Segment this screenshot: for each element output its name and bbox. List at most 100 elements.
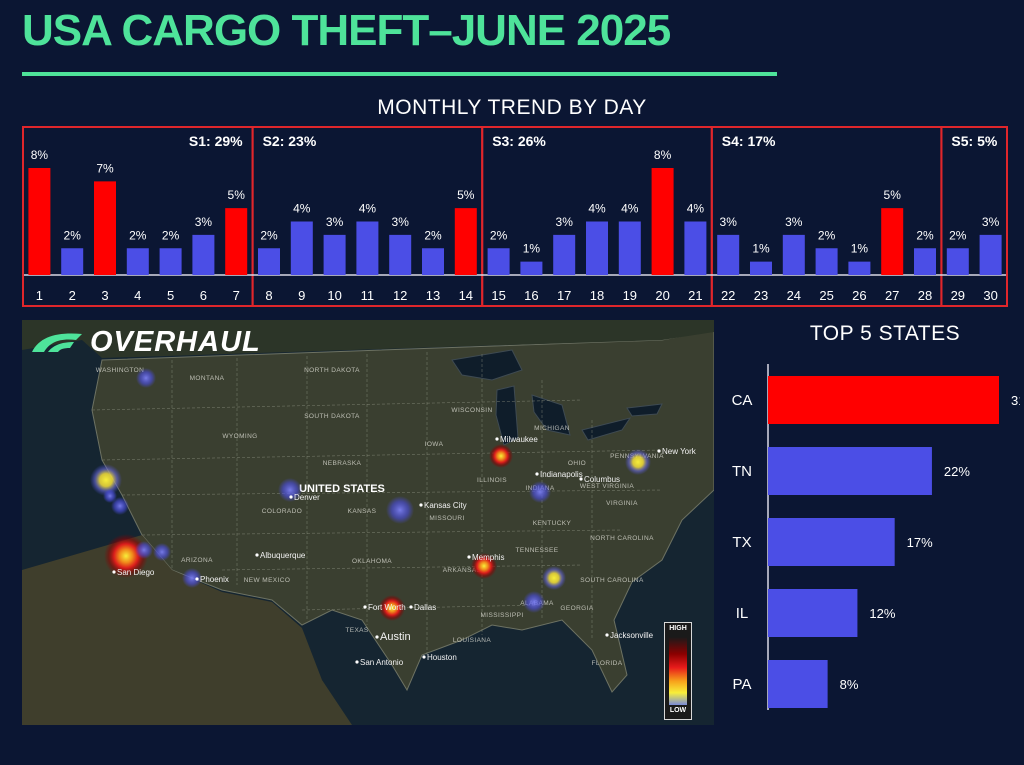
state-label-georgia: GEORGIA bbox=[560, 605, 593, 612]
trend-tick-label-day-21: 21 bbox=[688, 288, 702, 303]
trend-value-label-day-12: 3% bbox=[392, 215, 410, 229]
trend-value-label-day-27: 5% bbox=[884, 188, 902, 202]
city-dot-fort-worth bbox=[363, 605, 367, 609]
state-border bbox=[221, 564, 583, 571]
trend-tick-label-day-11: 11 bbox=[361, 288, 375, 303]
trend-bar-day-15 bbox=[487, 248, 510, 275]
trend-tick-label-day-17: 17 bbox=[557, 288, 571, 303]
state-label-south-carolina: SOUTH CAROLINA bbox=[580, 577, 644, 584]
city-dot-phoenix bbox=[195, 577, 199, 581]
trend-tick-label-day-19: 19 bbox=[623, 288, 637, 303]
trend-tick-label-day-23: 23 bbox=[754, 288, 768, 303]
state-label-kentucky: KENTUCKY bbox=[533, 520, 572, 527]
city-label-albuquerque: Albuquerque bbox=[260, 551, 306, 560]
state-label-west-virginia: WEST VIRGINIA bbox=[580, 483, 634, 490]
state-label-louisiana: LOUISIANA bbox=[453, 637, 492, 644]
state-label-montana: MONTANA bbox=[190, 375, 225, 382]
trend-tick-label-day-16: 16 bbox=[524, 288, 538, 303]
trend-value-label-day-20: 8% bbox=[654, 148, 672, 162]
trend-bar-day-11 bbox=[356, 221, 379, 275]
state-label-iowa: IOWA bbox=[425, 441, 444, 448]
trend-tick-label-day-7: 7 bbox=[233, 288, 240, 303]
trend-bar-day-9 bbox=[290, 221, 313, 275]
city-dot-new-york bbox=[657, 449, 661, 453]
city-label-denver: Denver bbox=[294, 493, 320, 502]
state-label-tn: TN bbox=[732, 463, 752, 480]
trend-value-label-day-22: 3% bbox=[720, 215, 738, 229]
state-label-il: IL bbox=[736, 605, 749, 622]
trend-tick-label-day-29: 29 bbox=[951, 288, 965, 303]
hotspot-memphis bbox=[471, 553, 497, 579]
trend-value-label-day-11: 4% bbox=[359, 202, 377, 216]
state-label-arizona: ARIZONA bbox=[181, 557, 213, 564]
state-bar-il bbox=[768, 589, 858, 637]
hotspot-birmingham bbox=[523, 591, 545, 613]
trend-value-label-day-1: 8% bbox=[31, 148, 49, 162]
city-label-san-diego: San Diego bbox=[117, 568, 155, 577]
city-dot-jacksonville bbox=[605, 633, 609, 637]
trend-bar-day-2 bbox=[61, 248, 84, 275]
city-dot-memphis bbox=[467, 555, 471, 559]
lake-ontario bbox=[626, 403, 663, 417]
overhaul-logo-icon bbox=[32, 333, 82, 352]
segment-label-s4: S4: 17% bbox=[722, 133, 776, 149]
segment-label-s2: S2: 23% bbox=[263, 133, 317, 149]
state-label-mississippi: MISSISSIPPI bbox=[480, 612, 523, 619]
trend-bar-day-13 bbox=[422, 248, 444, 275]
city-label-austin: Austin bbox=[380, 631, 411, 643]
trend-value-label-day-14: 5% bbox=[457, 188, 475, 202]
trend-bar-day-7 bbox=[225, 208, 248, 275]
city-label-memphis: Memphis bbox=[472, 553, 504, 562]
state-label-missouri: MISSOURI bbox=[429, 515, 464, 522]
trend-bar-day-26 bbox=[848, 261, 871, 275]
trend-value-label-day-6: 3% bbox=[195, 215, 213, 229]
city-dot-albuquerque bbox=[255, 553, 259, 557]
hotspot-new-jersey bbox=[625, 449, 651, 475]
city-label-phoenix: Phoenix bbox=[200, 575, 229, 584]
brand-logo: OVERHAUL bbox=[30, 326, 261, 358]
state-value-label-pa: 8% bbox=[840, 677, 859, 692]
hotspot-denver bbox=[278, 478, 302, 502]
trend-value-label-day-7: 5% bbox=[228, 188, 246, 202]
state-label-kansas: KANSAS bbox=[348, 508, 377, 515]
hotspot-seattle bbox=[136, 368, 156, 388]
lake-superior bbox=[451, 349, 523, 381]
city-dot-milwaukee bbox=[495, 437, 499, 441]
hotspot-phoenix bbox=[182, 568, 202, 588]
segment-frame-s4 bbox=[710, 126, 943, 307]
trend-value-label-day-2: 2% bbox=[64, 228, 82, 242]
state-label-wyoming: WYOMING bbox=[222, 433, 257, 440]
top-states-chart: CA 31% TN 22% TX 17% IL 12% PA 8% bbox=[732, 364, 1020, 710]
trend-bar-day-18 bbox=[586, 221, 608, 275]
state-value-label-tx: 17% bbox=[907, 535, 933, 550]
state-value-label-ca: 31% bbox=[1011, 393, 1020, 408]
trend-bar-day-19 bbox=[618, 221, 641, 275]
state-value-label-tn: 22% bbox=[944, 464, 970, 479]
hotspot-indianapolis bbox=[529, 481, 551, 503]
hotspot-trace-2 bbox=[111, 497, 129, 515]
hotspot-kansas-city bbox=[386, 496, 414, 524]
state-border bbox=[91, 399, 583, 411]
lake-michigan bbox=[495, 385, 519, 446]
trend-bar-day-5 bbox=[159, 248, 182, 275]
trend-value-label-day-3: 7% bbox=[96, 161, 114, 175]
trend-bar-day-20 bbox=[651, 168, 674, 275]
trend-value-label-day-18: 4% bbox=[588, 202, 606, 216]
hotspot-bay-area bbox=[90, 464, 122, 496]
lake-huron bbox=[531, 394, 571, 436]
state-label-oklahoma: OKLAHOMA bbox=[352, 558, 392, 565]
trend-value-label-day-28: 2% bbox=[916, 228, 934, 242]
trend-value-label-day-5: 2% bbox=[162, 228, 180, 242]
trend-bar-day-27 bbox=[881, 208, 904, 275]
state-label-ca: CA bbox=[732, 392, 753, 409]
legend-gradient bbox=[669, 637, 687, 705]
state-bar-tx bbox=[768, 518, 895, 566]
city-dot-kansas-city bbox=[419, 503, 423, 507]
trend-bar-day-3 bbox=[94, 181, 116, 275]
hotspot-trace-0 bbox=[135, 541, 153, 559]
trend-value-label-day-13: 2% bbox=[424, 228, 442, 242]
trend-value-label-day-17: 3% bbox=[556, 215, 574, 229]
trend-bar-day-28 bbox=[914, 248, 936, 275]
trend-value-label-day-21: 4% bbox=[687, 202, 705, 216]
state-border bbox=[141, 529, 623, 536]
